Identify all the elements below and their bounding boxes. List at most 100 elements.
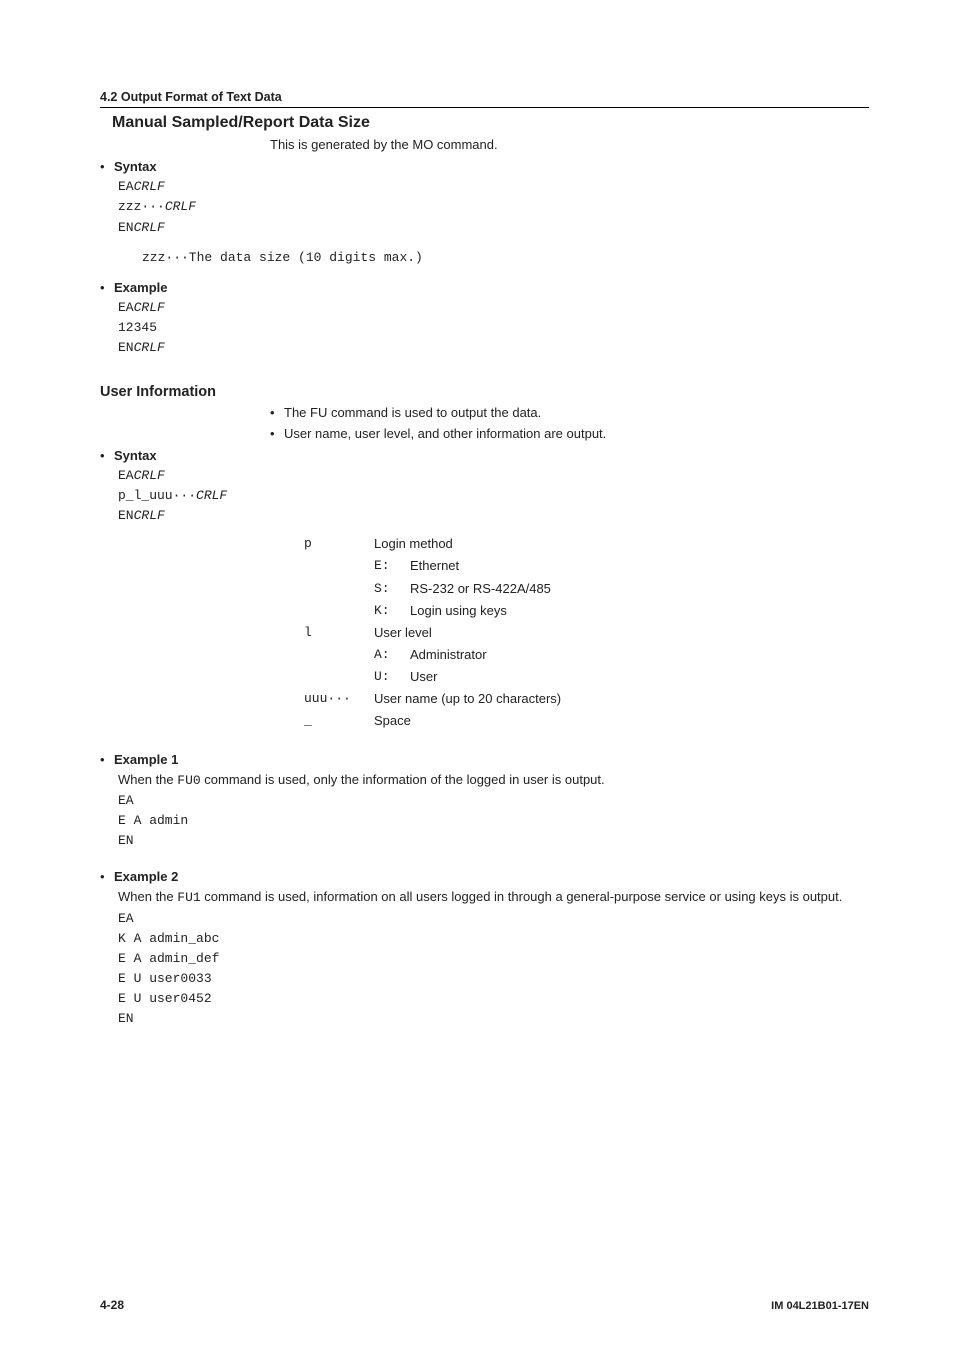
def-val: Space — [374, 711, 567, 733]
table-row: l User level — [304, 623, 567, 645]
doc-id: IM 04L21B01-17EN — [771, 1300, 869, 1312]
syntax2-line-2: p_l_uuu···CRLF — [118, 486, 869, 506]
def-val: User name (up to 20 characters) — [374, 689, 567, 711]
table-row: E: Ethernet — [304, 556, 567, 578]
def-key: p — [304, 534, 374, 556]
text: command is used, information on all user… — [201, 889, 843, 904]
code-crlf: CRLF — [134, 508, 165, 523]
example2-desc: When the FU1 command is used, informatio… — [118, 887, 869, 908]
example-line-2: 12345 — [118, 318, 869, 338]
table-row: A: Administrator — [304, 645, 567, 667]
definitions-block: p Login method E: Ethernet S: RS-232 or … — [270, 534, 869, 733]
code-crlf: CRLF — [134, 468, 165, 483]
info-bullet-2: •User name, user level, and other inform… — [270, 424, 869, 444]
bullet-solid-icon: • — [100, 867, 114, 887]
syntax2-line-3: ENCRLF — [118, 506, 869, 526]
syntax-label: Syntax — [114, 159, 157, 174]
def-val: User — [410, 667, 567, 689]
code: EA — [118, 468, 134, 483]
example2-line: E A admin_def — [118, 949, 869, 969]
example-line-1: EACRLF — [118, 298, 869, 318]
example2-label: Example 2 — [114, 869, 178, 884]
code: EA — [118, 179, 134, 194]
code-crlf: CRLF — [134, 179, 165, 194]
info-bullet-1: •The FU command is used to output the da… — [270, 403, 869, 423]
example-line-3: ENCRLF — [118, 338, 869, 358]
info-text: User name, user level, and other informa… — [284, 426, 606, 441]
example-label: Example — [114, 280, 167, 295]
heading-manual-sampled: Manual Sampled/Report Data Size — [112, 114, 869, 132]
table-row: U: User — [304, 667, 567, 689]
def-val: RS-232 or RS-422A/485 — [410, 579, 567, 601]
example-bullet: •Example — [100, 278, 869, 298]
example1-line: E A admin — [118, 811, 869, 831]
def-val: Login method — [374, 534, 567, 556]
example2-bullet: •Example 2 — [100, 867, 869, 887]
table-row: p Login method — [304, 534, 567, 556]
text: command is used, only the information of… — [201, 772, 605, 787]
bullet-solid-icon: • — [100, 750, 114, 770]
code-inline: FU0 — [177, 773, 200, 788]
example2-line: E U user0033 — [118, 969, 869, 989]
running-header: 4.2 Output Format of Text Data — [100, 90, 869, 108]
bullet-small-icon: • — [270, 403, 284, 423]
def-val: Ethernet — [410, 556, 567, 578]
bullet-solid-icon: • — [100, 278, 114, 298]
def-key: l — [304, 623, 374, 645]
code-crlf: CRLF — [196, 488, 227, 503]
text: When the — [118, 889, 177, 904]
bullet-small-icon: • — [270, 424, 284, 444]
syntax-bullet: •Syntax — [100, 157, 869, 177]
bullet-solid-icon: • — [100, 157, 114, 177]
def-subkey: U: — [374, 667, 410, 689]
syntax-line-3: ENCRLF — [118, 218, 869, 238]
table-row: _ Space — [304, 711, 567, 733]
example1-bullet: •Example 1 — [100, 750, 869, 770]
example2-line: EA — [118, 909, 869, 929]
example1-line: EA — [118, 791, 869, 811]
def-subkey: S: — [374, 579, 410, 601]
info-text: The FU command is used to output the dat… — [284, 405, 541, 420]
syntax2-label: Syntax — [114, 448, 157, 463]
heading-user-information: User Information — [100, 384, 869, 400]
code: p_l_uuu··· — [118, 488, 196, 503]
syntax2-line-1: EACRLF — [118, 466, 869, 486]
syntax-line-2: zzz···CRLF — [118, 197, 869, 217]
page: 4.2 Output Format of Text Data Manual Sa… — [0, 0, 954, 1350]
example2-line: K A admin_abc — [118, 929, 869, 949]
code: EN — [118, 340, 134, 355]
code: zzz··· — [118, 199, 165, 214]
example1-label: Example 1 — [114, 752, 178, 767]
code-crlf: CRLF — [134, 340, 165, 355]
code-crlf: CRLF — [165, 199, 196, 214]
def-key: _ — [304, 711, 374, 733]
def-val: Login using keys — [410, 601, 567, 623]
def-subkey: K: — [374, 601, 410, 623]
code-crlf: CRLF — [134, 300, 165, 315]
example1-line: EN — [118, 831, 869, 851]
code-inline: FU1 — [177, 890, 200, 905]
code: EA — [118, 300, 134, 315]
def-val: Administrator — [410, 645, 567, 667]
syntax2-bullet: •Syntax — [100, 446, 869, 466]
example1-desc: When the FU0 command is used, only the i… — [118, 770, 869, 791]
table-row: S: RS-232 or RS-422A/485 — [304, 579, 567, 601]
table-row: uuu··· User name (up to 20 characters) — [304, 689, 567, 711]
def-val: User level — [374, 623, 567, 645]
code-crlf: CRLF — [134, 220, 165, 235]
syntax-def: zzz···The data size (10 digits max.) — [142, 248, 869, 268]
syntax-line-1: EACRLF — [118, 177, 869, 197]
def-subkey: A: — [374, 645, 410, 667]
example2-line: EN — [118, 1009, 869, 1029]
text: When the — [118, 772, 177, 787]
bullet-solid-icon: • — [100, 446, 114, 466]
code: EN — [118, 508, 134, 523]
page-number: 4-28 — [100, 1298, 124, 1312]
code: EN — [118, 220, 134, 235]
table-row: K: Login using keys — [304, 601, 567, 623]
definitions-table: p Login method E: Ethernet S: RS-232 or … — [304, 534, 567, 733]
def-key: uuu··· — [304, 689, 374, 711]
intro-line: This is generated by the MO command. — [270, 135, 869, 155]
def-subkey: E: — [374, 556, 410, 578]
example2-line: E U user0452 — [118, 989, 869, 1009]
